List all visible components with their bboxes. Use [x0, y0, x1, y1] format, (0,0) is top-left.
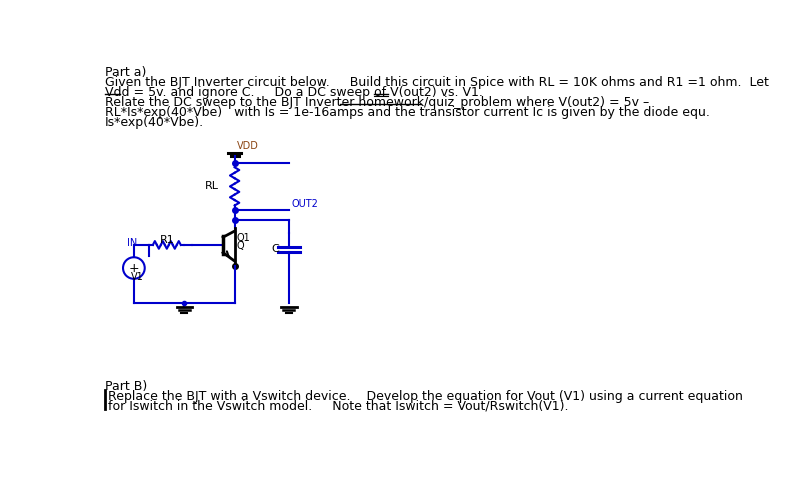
- Text: Part a): Part a): [105, 66, 147, 79]
- Text: V1: V1: [131, 272, 143, 282]
- Text: Q: Q: [236, 241, 244, 251]
- Text: Is*exp(40*Vbe).: Is*exp(40*Vbe).: [105, 116, 204, 129]
- Text: RL: RL: [205, 181, 219, 191]
- Text: Given the BJT Inverter circuit below.     Build this circuit in Spice with RL = : Given the BJT Inverter circuit below. Bu…: [105, 76, 769, 89]
- Text: R1: R1: [159, 235, 174, 245]
- Text: Q1: Q1: [236, 232, 250, 242]
- Text: Replace the BJT with a Vswitch device.    Develop the equation for Vout (V1) usi: Replace the BJT with a Vswitch device. D…: [108, 390, 742, 403]
- Text: Part B): Part B): [105, 380, 147, 393]
- Text: RL*Is*exp(40*Vbe)   with Is = 1e-16amps and the transistor current Ic is given b: RL*Is*exp(40*Vbe) with Is = 1e-16amps an…: [105, 106, 710, 119]
- Text: Vdd = 5v. and ignore C.     Do a DC sweep of V(out2) vs. V1.: Vdd = 5v. and ignore C. Do a DC sweep of…: [105, 86, 483, 99]
- Text: Relate the DC sweep to the BJT Inverter homework/quiz_problem where V(out2) = 5v: Relate the DC sweep to the BJT Inverter …: [105, 96, 649, 109]
- Text: VDD: VDD: [237, 141, 259, 151]
- Text: for Iswitch in the Vswitch model.     Note that Iswitch = Vout/Rswitch(V1).: for Iswitch in the Vswitch model. Note t…: [108, 400, 568, 413]
- Text: +: +: [128, 262, 139, 275]
- Text: IN: IN: [127, 238, 137, 248]
- Text: C: C: [272, 244, 280, 254]
- Text: OUT2: OUT2: [291, 199, 318, 209]
